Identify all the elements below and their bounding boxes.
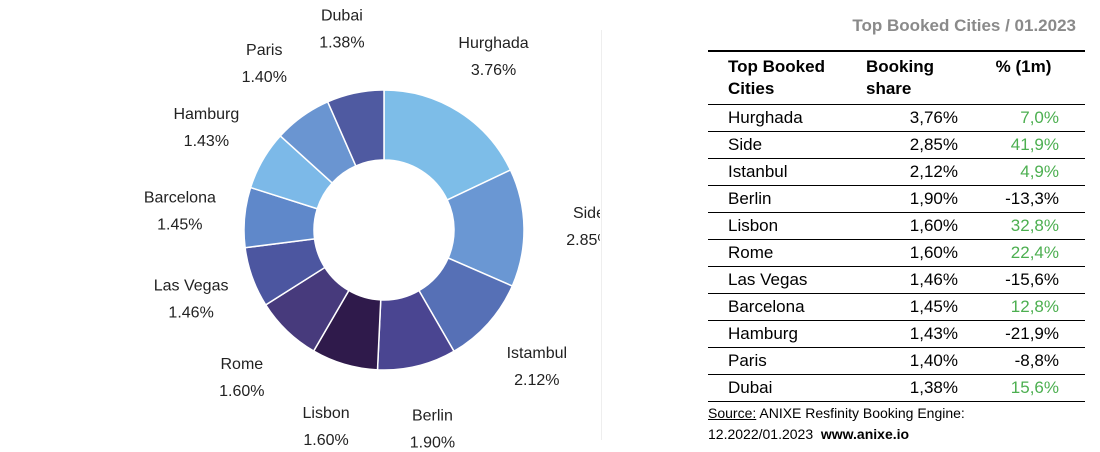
table-row: Barcelona 1,45% 12,8% <box>708 293 1085 321</box>
slice-label: Hurghada <box>458 35 528 52</box>
slice-value-label: 2.12% <box>514 372 559 389</box>
slice-label: Berlin <box>412 407 453 424</box>
table-cell: -13,3% <box>962 185 1085 213</box>
table-row: Dubai 1,38% 15,6% <box>708 374 1085 402</box>
slice-value-label: 1.90% <box>410 434 455 451</box>
table-row: Istanbul 2,12% 4,9% <box>708 158 1085 186</box>
slice-label: Lisbon <box>303 405 350 422</box>
table-row: Hurghada 3,76% 7,0% <box>708 104 1085 132</box>
slice-value-label: 1.60% <box>303 432 348 449</box>
header-row: Top Booked Cities Booking share% (1m) <box>708 50 1085 105</box>
slice-value-label: 1.46% <box>168 305 213 322</box>
table-cell: Berlin <box>708 185 858 213</box>
table-cell: 3,76% <box>858 104 962 132</box>
slice-label: Rome <box>220 356 263 373</box>
table-row: Las Vegas 1,46% -15,6% <box>708 266 1085 294</box>
table-row: Paris 1,40% -8,8% <box>708 347 1085 375</box>
table-cell: Hurghada <box>708 104 858 132</box>
table-cell: Hamburg <box>708 320 858 348</box>
table-cell: 4,9% <box>962 158 1085 186</box>
source-period: 12.2022/01.2023 <box>708 426 814 442</box>
table-cell: 7,0% <box>962 104 1085 132</box>
header-cell: Booking share <box>858 50 962 105</box>
source-label: Source: <box>708 405 757 421</box>
slice-label: Istambul <box>507 345 567 362</box>
table-cell: 1,43% <box>858 320 962 348</box>
table-cell: 41,9% <box>962 131 1085 159</box>
slice-value-label: 3.76% <box>471 62 516 79</box>
donut-slice <box>326 89 385 167</box>
source-note: Source: ANIXE Resfinity Booking Engine: … <box>708 403 965 445</box>
slice-value-label: 1.60% <box>219 383 264 400</box>
table-cell: 1,40% <box>858 347 962 375</box>
table-row: Hamburg 1,43% -21,9% <box>708 320 1085 348</box>
table-cell: Las Vegas <box>708 266 858 294</box>
divider <box>601 30 602 440</box>
slice-value-label: 2.85% <box>566 232 600 249</box>
slice-label: Dubai <box>321 8 363 25</box>
table-cell: Dubai <box>708 374 858 402</box>
booking-table: Top Booked Cities Booking share% (1m) Hurg… <box>708 50 1085 402</box>
slice-value-label: 1.43% <box>184 133 229 150</box>
slice-label: Paris <box>246 42 282 59</box>
slice-value-label: 1.45% <box>157 217 202 234</box>
header-cell: Top Booked Cities <box>708 50 858 105</box>
slice-label: Barcelona <box>144 190 216 207</box>
slice-label: Las Vegas <box>154 278 229 295</box>
table-cell: 1,46% <box>858 266 962 294</box>
table-cell: 2,85% <box>858 131 962 159</box>
slice-value-label: 1.38% <box>319 35 364 52</box>
table-cell: -21,9% <box>962 320 1085 348</box>
table-cell: 15,6% <box>962 374 1085 402</box>
header-cell: % (1m) <box>962 50 1085 105</box>
table-row: Rome 1,60% 22,4% <box>708 239 1085 267</box>
table-cell: Barcelona <box>708 293 858 321</box>
table-cell: 22,4% <box>962 239 1085 267</box>
table-cell: 1,45% <box>858 293 962 321</box>
table-cell: -8,8% <box>962 347 1085 375</box>
table-cell: Side <box>708 131 858 159</box>
table-cell: 12,8% <box>962 293 1085 321</box>
donut-chart: Hurghada 3.76% Side 2.85% Istambul 2.12% Berli… <box>144 8 600 452</box>
table-row: Berlin 1,90% -13,3% <box>708 185 1085 213</box>
table-cell: 1,38% <box>858 374 962 402</box>
table-cell: 1,60% <box>858 212 962 240</box>
slice-value-label: 1.40% <box>242 69 287 86</box>
table-cell: 32,8% <box>962 212 1085 240</box>
donut-slice <box>383 89 512 201</box>
table-cell: 2,12% <box>858 158 962 186</box>
table-cell: 1,90% <box>858 185 962 213</box>
table-title: Top Booked Cities / 01.2023 <box>852 16 1076 35</box>
table-cell: Istanbul <box>708 158 858 186</box>
table-cell: 1,60% <box>858 239 962 267</box>
source-url: www.anixe.io <box>820 426 910 442</box>
table-cell: Lisbon <box>708 212 858 240</box>
source-text: ANIXE Resfinity Booking Engine: <box>759 405 965 421</box>
table-cell: -15,6% <box>962 266 1085 294</box>
table-row: Lisbon 1,60% 32,8% <box>708 212 1085 240</box>
slice-label: Hamburg <box>173 106 239 123</box>
slice-label: Side <box>573 205 600 222</box>
table-cell: Paris <box>708 347 858 375</box>
table-row: Side 2,85% 41,9% <box>708 131 1085 159</box>
table-cell: Rome <box>708 239 858 267</box>
